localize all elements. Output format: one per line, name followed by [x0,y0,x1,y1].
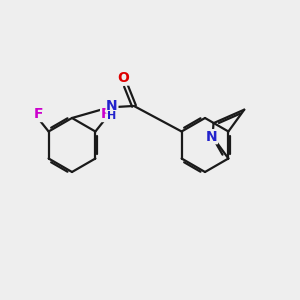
Text: F: F [34,107,43,122]
Text: O: O [117,71,129,85]
Text: N: N [206,130,217,144]
Text: F: F [100,107,110,122]
Text: H: H [107,111,117,121]
Text: N: N [106,99,118,113]
